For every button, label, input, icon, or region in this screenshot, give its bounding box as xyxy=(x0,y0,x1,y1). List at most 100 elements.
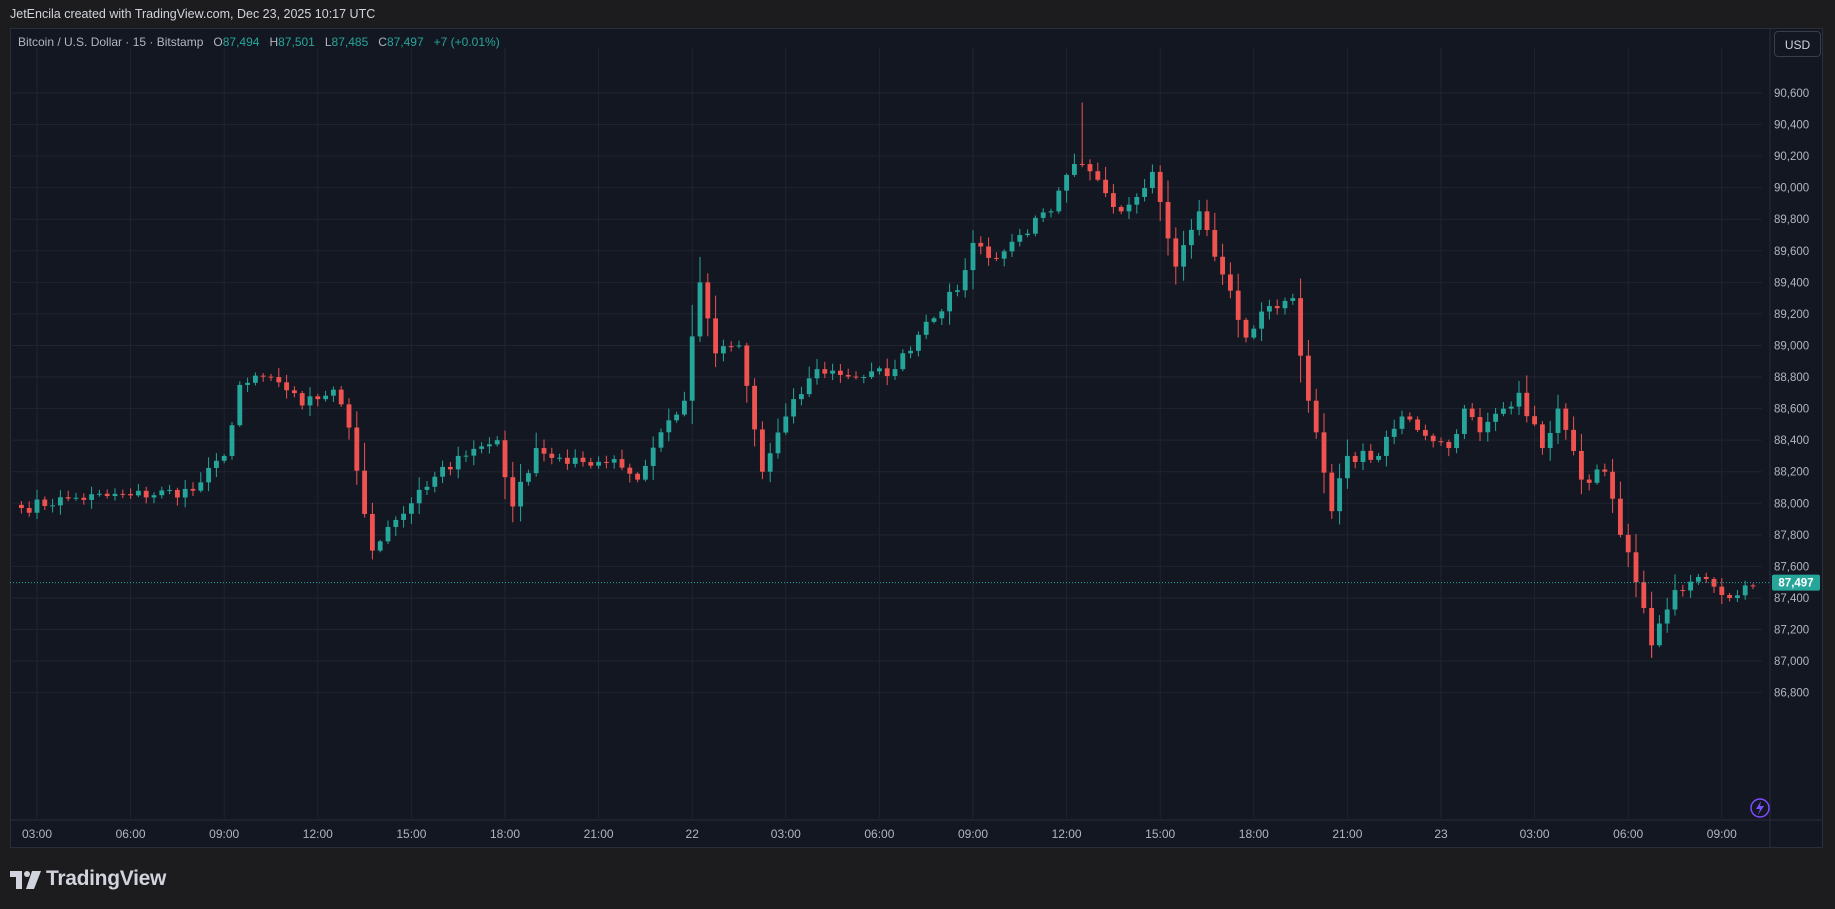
candle-body xyxy=(1625,534,1631,553)
candle-body xyxy=(190,488,196,491)
candle-body xyxy=(728,346,734,348)
candle-body xyxy=(1032,217,1038,234)
candle-body xyxy=(502,440,508,478)
candle xyxy=(89,486,95,509)
candle-body xyxy=(1313,400,1319,433)
candle xyxy=(853,371,859,380)
candle xyxy=(533,432,539,477)
time-tick-label: 21:00 xyxy=(584,827,614,841)
candle xyxy=(1610,458,1616,513)
candle xyxy=(931,316,937,324)
candle xyxy=(1508,401,1514,415)
candle xyxy=(447,461,453,476)
candle-body xyxy=(1157,171,1163,202)
candle-body xyxy=(1048,211,1054,213)
currency-button[interactable]: USD xyxy=(1774,31,1821,57)
candle xyxy=(1477,407,1483,441)
candle xyxy=(1181,230,1187,281)
candle-body xyxy=(1594,469,1600,483)
candle xyxy=(1095,162,1101,182)
candle-body xyxy=(658,432,664,448)
price-tick-label: 87,000 xyxy=(1774,656,1809,668)
candle-body xyxy=(923,321,929,335)
candle-body xyxy=(338,389,344,405)
candle xyxy=(1539,421,1545,455)
candle-body xyxy=(993,257,999,259)
candle-body xyxy=(182,488,188,498)
candle xyxy=(128,488,134,499)
candle-body xyxy=(1266,306,1272,312)
time-tick-label: 21:00 xyxy=(1332,827,1362,841)
candle-body xyxy=(1719,586,1725,595)
price-tick-label: 88,000 xyxy=(1774,498,1809,510)
chart-frame[interactable] xyxy=(10,28,1823,848)
candle-body xyxy=(978,242,984,247)
candle xyxy=(1711,577,1717,594)
candle xyxy=(385,520,391,545)
price-tick-label: 88,800 xyxy=(1774,372,1809,384)
candle-body xyxy=(596,461,602,466)
candle-body xyxy=(1586,479,1592,483)
candle xyxy=(962,258,968,298)
time-tick-label: 15:00 xyxy=(396,827,426,841)
candle-body xyxy=(775,432,781,454)
candle xyxy=(1415,416,1421,433)
candle-body xyxy=(26,508,32,513)
candle xyxy=(1001,249,1007,267)
candle-body xyxy=(1649,608,1655,646)
candle xyxy=(1009,233,1015,258)
candle xyxy=(986,237,992,266)
candle xyxy=(237,381,243,428)
candle xyxy=(830,363,836,381)
candle-body xyxy=(884,368,890,377)
candle-body xyxy=(1610,471,1616,499)
candle-body xyxy=(1204,211,1210,231)
candle-body xyxy=(1391,428,1397,437)
tradingview-brand[interactable]: TradingView xyxy=(46,867,167,890)
candle xyxy=(479,442,485,454)
candle xyxy=(18,501,24,514)
candle xyxy=(619,449,625,471)
candle-body xyxy=(1680,590,1686,592)
low-value: 87,485 xyxy=(331,35,369,49)
candle-body xyxy=(268,376,274,378)
candle-body xyxy=(104,493,110,497)
candle-body xyxy=(89,494,95,500)
candle xyxy=(736,340,742,349)
candle-body xyxy=(1461,408,1467,434)
candle xyxy=(1071,153,1077,177)
candle xyxy=(627,463,633,483)
candle-body xyxy=(1422,429,1428,436)
candle-body xyxy=(1181,245,1187,267)
time-tick-label: 09:00 xyxy=(209,827,239,841)
candle xyxy=(939,309,945,326)
candle-body xyxy=(908,350,914,354)
price-axis: 86,800 87,000 87,200 87,400 87,600 87,800 88,0… xyxy=(1774,88,1809,700)
candle-body xyxy=(1001,251,1007,259)
candle xyxy=(775,418,781,459)
candle-body xyxy=(432,476,438,487)
candle xyxy=(713,295,719,368)
candle xyxy=(1360,443,1366,471)
candle-body xyxy=(486,444,492,447)
candle xyxy=(260,373,266,382)
candle xyxy=(1391,419,1397,445)
candle xyxy=(221,454,227,464)
candle xyxy=(541,439,547,462)
time-tick-label: 18:00 xyxy=(490,827,520,841)
attribution-text: JetEncila created with TradingView.com, … xyxy=(10,7,376,21)
candle-body xyxy=(806,378,812,395)
candle-body xyxy=(151,495,157,498)
candle xyxy=(330,386,336,402)
candle xyxy=(315,393,321,407)
candle xyxy=(1212,212,1218,262)
time-tick-label: 18:00 xyxy=(1239,827,1269,841)
candle xyxy=(362,442,368,518)
candle-body xyxy=(1376,455,1382,460)
candle-body xyxy=(494,440,500,445)
candle-body xyxy=(1524,392,1530,417)
symbol-name[interactable]: Bitcoin / U.S. Dollar · 15 · Bitstamp xyxy=(18,35,204,49)
candle-body xyxy=(713,318,719,354)
candle-body xyxy=(1493,413,1499,422)
